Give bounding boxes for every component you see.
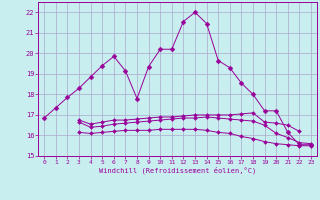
X-axis label: Windchill (Refroidissement éolien,°C): Windchill (Refroidissement éolien,°C): [99, 167, 256, 174]
